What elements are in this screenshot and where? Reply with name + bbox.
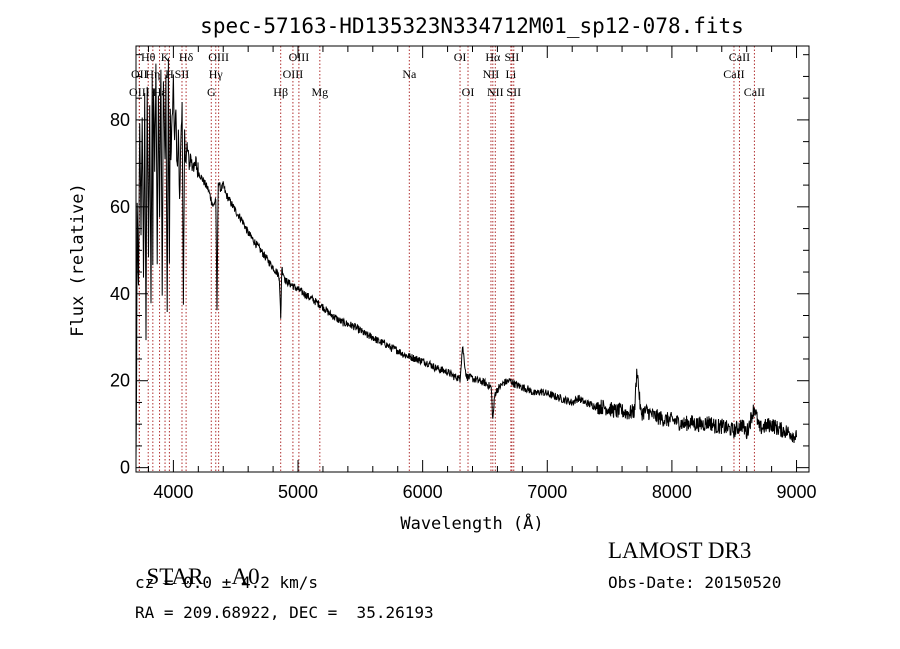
- x-axis-ticks: 4000 5000 6000 7000 8000 9000: [147, 46, 817, 502]
- x-tick-label: 5000: [278, 482, 318, 502]
- line-label-13: OIII: [289, 50, 310, 64]
- coordinates-readout: RA = 209.68922, DEC = 35.26193: [135, 603, 434, 622]
- y-tick-label: 0: [120, 458, 130, 478]
- line-label-3: Hη: [145, 67, 160, 81]
- line-label-4: Hε: [153, 85, 167, 99]
- x-tick-label: 9000: [777, 482, 817, 502]
- y-tick-label: 60: [110, 197, 130, 217]
- line-label-20: NII: [483, 67, 500, 81]
- line-label-26: CaII: [723, 67, 744, 81]
- object-class-label: STAR: [146, 564, 204, 589]
- line-label-7: SII: [175, 67, 190, 81]
- line-label-25: CaII: [729, 50, 750, 64]
- line-label-0: Hθ: [141, 50, 156, 64]
- line-label-18: OI: [462, 85, 475, 99]
- x-axis-label: Wavelength (Å): [400, 512, 543, 534]
- line-label-11: G: [207, 85, 216, 99]
- line-label-15: Mg: [311, 85, 328, 99]
- observation-date: Obs-Date: 20150520: [608, 573, 782, 592]
- line-label-24: SII: [506, 85, 521, 99]
- y-tick-label: 40: [110, 284, 130, 304]
- object-subclass: A0: [231, 564, 260, 589]
- line-label-5: K: [161, 50, 170, 64]
- line-label-27: CaII: [744, 85, 765, 99]
- y-tick-label: 20: [110, 371, 130, 391]
- line-label-12: Hβ: [273, 85, 288, 99]
- line-label-9: OIII: [208, 50, 229, 64]
- y-axis-label: Flux (relative): [68, 183, 88, 337]
- line-label-23: Li: [506, 67, 517, 81]
- line-label-21: NII: [487, 85, 504, 99]
- x-tick-label: 4000: [153, 482, 193, 502]
- y-axis-ticks: 0 20 40 60 80: [110, 54, 809, 478]
- line-label-16: Na: [402, 67, 417, 81]
- spectrum-series-line: [135, 57, 797, 460]
- line-label-17: OI: [454, 50, 467, 64]
- redshift-readout: cz = 0.0 ± 4.2 km/s: [135, 573, 319, 592]
- line-label-22: SII: [505, 50, 520, 64]
- line-label-2: OIII: [129, 85, 150, 99]
- spectral-line-markers: [138, 46, 755, 472]
- line-label-19: Hα: [485, 50, 501, 64]
- chart-title: spec-57163-HD135323N334712M01_sp12-078.f…: [200, 14, 744, 38]
- x-tick-label: 8000: [652, 482, 692, 502]
- y-tick-label: 80: [110, 110, 130, 130]
- line-label-1: OII: [131, 67, 148, 81]
- object-class: STAR A0: [135, 538, 260, 590]
- survey-name: LAMOST DR3: [608, 538, 752, 563]
- line-label-8: Hδ: [179, 50, 194, 64]
- x-tick-label: 7000: [527, 482, 567, 502]
- line-label-10: Hγ: [209, 67, 224, 81]
- line-label-14: OIII: [283, 67, 304, 81]
- x-tick-label: 6000: [403, 482, 443, 502]
- plot-frame: [135, 45, 810, 473]
- line-label-6: H: [165, 67, 174, 81]
